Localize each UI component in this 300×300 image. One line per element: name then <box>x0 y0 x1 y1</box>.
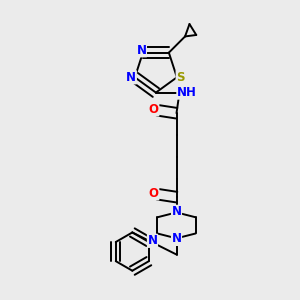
Text: N: N <box>126 71 136 84</box>
Text: N: N <box>136 44 146 57</box>
Text: NH: NH <box>177 86 197 99</box>
Text: N: N <box>147 234 158 247</box>
Text: S: S <box>176 71 185 84</box>
Text: O: O <box>149 103 159 116</box>
Text: O: O <box>149 187 159 200</box>
Text: N: N <box>172 205 182 218</box>
Text: N: N <box>172 232 182 245</box>
